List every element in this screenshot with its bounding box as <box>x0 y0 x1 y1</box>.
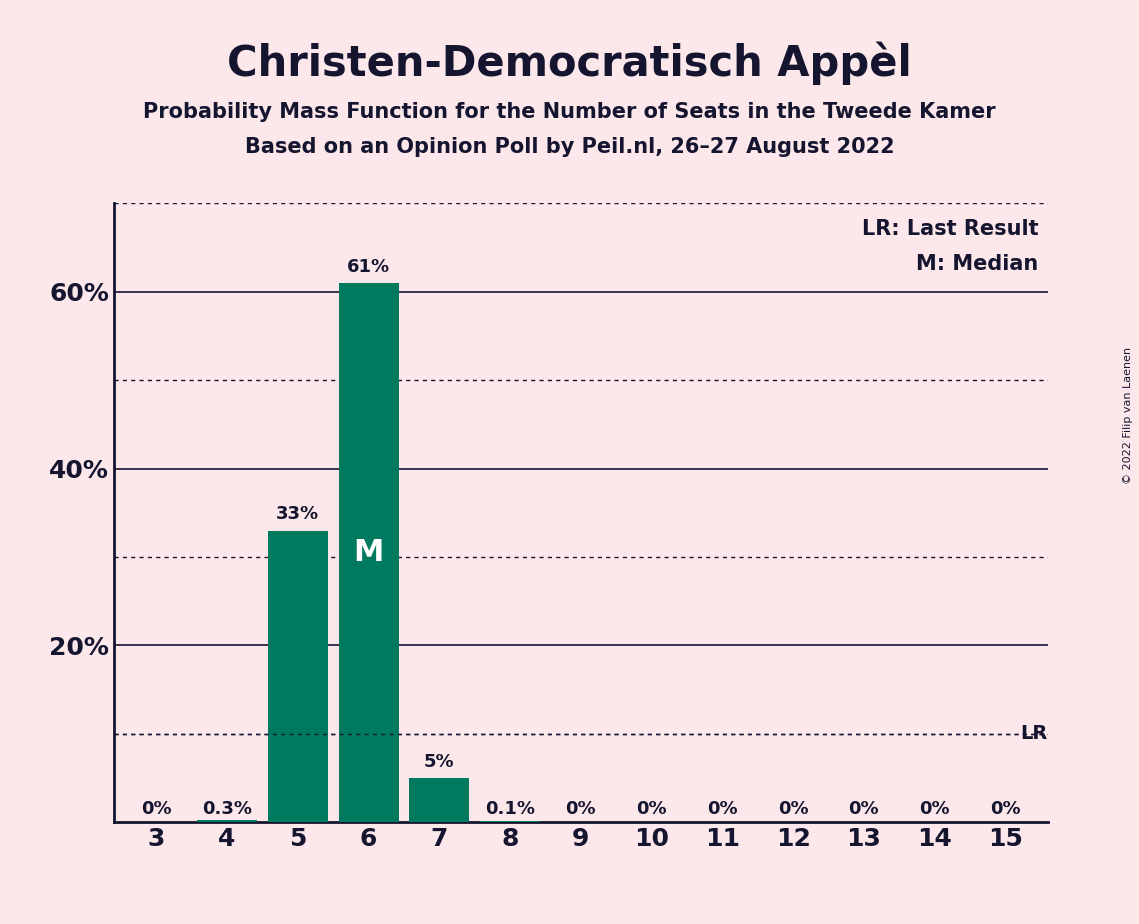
Text: © 2022 Filip van Laenen: © 2022 Filip van Laenen <box>1123 347 1133 484</box>
Bar <box>338 283 399 822</box>
Text: 0%: 0% <box>566 800 596 818</box>
Text: LR: LR <box>1021 724 1048 744</box>
Bar <box>268 530 328 822</box>
Text: 0%: 0% <box>141 800 172 818</box>
Text: 0%: 0% <box>707 800 738 818</box>
Text: 0%: 0% <box>637 800 667 818</box>
Text: 61%: 61% <box>347 258 391 275</box>
Text: 0.1%: 0.1% <box>485 800 535 818</box>
Text: 0%: 0% <box>990 800 1021 818</box>
Text: M: Median: M: Median <box>916 254 1039 274</box>
Text: 0%: 0% <box>778 800 809 818</box>
Text: Probability Mass Function for the Number of Seats in the Tweede Kamer: Probability Mass Function for the Number… <box>144 102 995 122</box>
Text: Christen-Democratisch Appèl: Christen-Democratisch Appèl <box>227 42 912 85</box>
Text: M: M <box>353 538 384 567</box>
Bar <box>409 778 469 822</box>
Text: 0.3%: 0.3% <box>202 800 252 818</box>
Text: 5%: 5% <box>424 753 454 771</box>
Text: LR: Last Result: LR: Last Result <box>862 219 1039 238</box>
Text: 0%: 0% <box>919 800 950 818</box>
Text: Based on an Opinion Poll by Peil.nl, 26–27 August 2022: Based on an Opinion Poll by Peil.nl, 26–… <box>245 137 894 157</box>
Text: 0%: 0% <box>849 800 879 818</box>
Text: 33%: 33% <box>277 505 319 523</box>
Bar <box>197 820 257 822</box>
